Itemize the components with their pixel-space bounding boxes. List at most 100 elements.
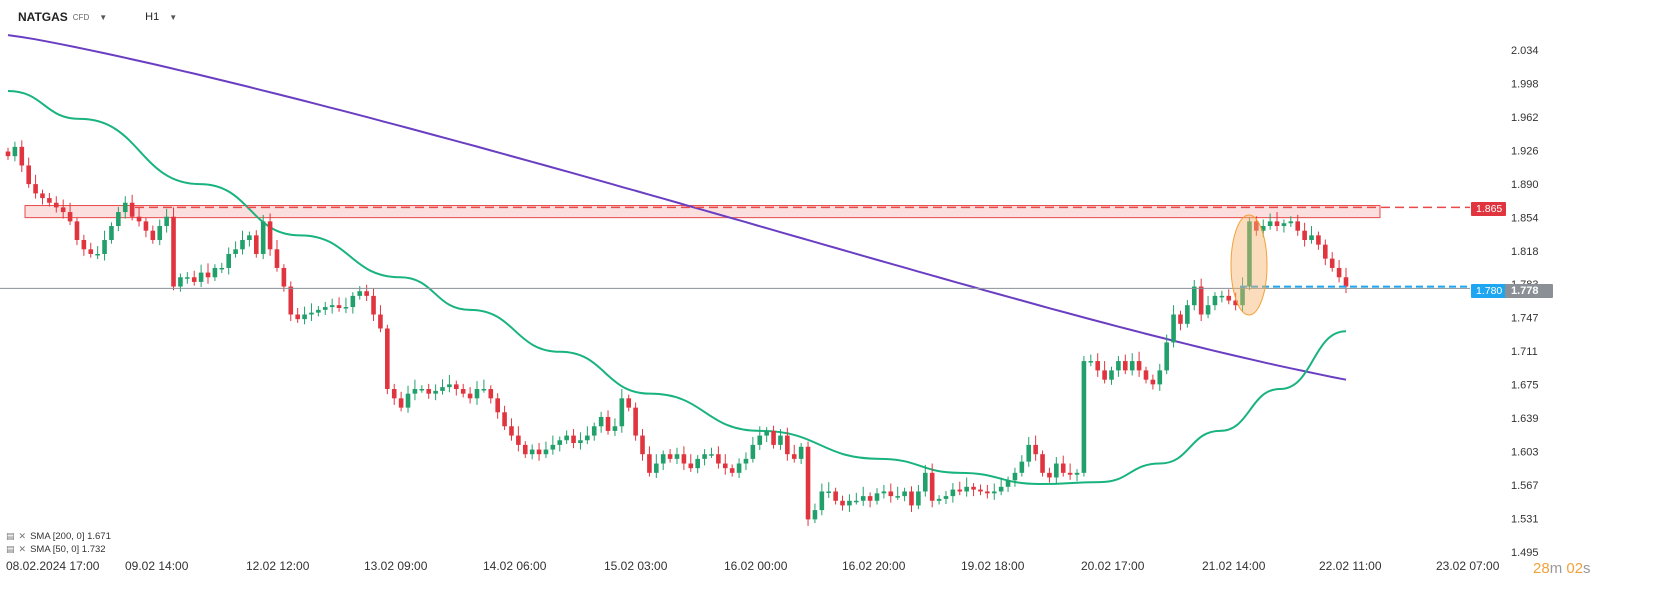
candle-body [1164,342,1169,371]
timeframe-dropdown-icon[interactable]: ▼ [169,12,178,22]
candle-body [1136,361,1142,371]
symbol-dropdown-icon[interactable]: ▼ [99,12,108,22]
candle-body [1247,221,1252,287]
candle-body [922,472,928,492]
candle-body [329,305,335,308]
candle-body [895,496,901,498]
candle-body [1329,258,1335,268]
candle-body [1019,461,1025,473]
candle-body [357,291,363,296]
candle-body [302,314,307,320]
candle-body [412,389,418,394]
instrument-type: CFD [72,12,90,22]
x-axis-tick-label: 20.02 17:00 [1081,559,1145,573]
candle-body [1240,286,1245,306]
candle-body [419,389,425,391]
candle-body [1054,463,1059,478]
indicator-label: SMA [50, 0] 1.732 [30,544,106,555]
x-axis-tick-label: 22.02 11:00 [1319,559,1382,573]
x-axis-tick-label: 23.02 07:00 [1436,559,1500,573]
candle-body [371,295,376,315]
candle-body [1226,295,1232,301]
candle-body [798,446,804,459]
candle-body [433,390,438,394]
candle-body [1191,286,1197,306]
candle-body [1040,454,1045,473]
candle-body [1074,472,1080,475]
candle-body [150,230,156,240]
candle-body [426,389,432,394]
candle-body [1143,370,1149,380]
candle-body [688,463,694,469]
candle-body [529,449,535,455]
y-axis-tick-label: 1.639 [1511,413,1539,425]
candle-body [605,416,611,431]
candle-body [336,305,342,308]
candle-body [881,491,887,494]
candle-body [522,444,528,455]
candle-body [840,500,845,506]
candle-body [1260,226,1266,231]
indicator-sma-200[interactable]: ▤ ✕ SMA [200, 0] 1.671 [6,531,111,542]
candle-body [585,435,590,441]
candle-body [833,491,838,501]
x-axis-tick-label: 16.02 20:00 [842,559,906,573]
candle-body [929,472,935,501]
sma-200-line [7,34,1347,381]
timeframe-selector[interactable]: H1 [145,11,160,23]
candle-body [612,426,618,431]
indicator-close-icon[interactable]: ✕ [18,531,27,541]
candle-body [109,226,114,240]
candle-body [260,221,266,254]
candle-body [1157,370,1163,385]
candle-body [750,444,756,459]
candle-body [1212,295,1218,306]
candle-countdown: 28m 02s [1533,560,1591,577]
x-axis-tick-label: 12.02 12:00 [246,559,310,573]
candle-body [536,449,542,455]
y-axis-tick-label: 1.675 [1511,379,1539,391]
y-axis-tick-label: 1.495 [1511,547,1539,559]
candle-body [495,398,500,413]
candle-body [171,216,176,287]
current-price-label: 1.778 [1505,284,1553,298]
candle-body [543,449,549,455]
indicator-close-icon[interactable]: ✕ [18,544,27,554]
candle-body [660,454,666,464]
candle-body [964,486,969,492]
candle-body [219,267,225,270]
candle-body [205,272,211,278]
candle-body [943,496,949,499]
candle-body [1295,221,1301,231]
y-axis-tick-label: 1.818 [1511,246,1539,258]
indicator-settings-icon[interactable]: ▤ [6,544,15,554]
symbol-name[interactable]: NATGAS [18,10,68,24]
candle-body [874,493,880,501]
candle-body [164,216,169,227]
candle-body [1005,480,1011,487]
candle-body [598,416,604,427]
candle-body [1309,235,1314,240]
candle-body [695,458,700,469]
candle-body [1129,361,1135,371]
candle-body [626,398,632,408]
candle-body [240,239,245,250]
candle-body [778,435,783,445]
candle-body [764,430,769,436]
indicator-sma-50[interactable]: ▤ ✕ SMA [50, 0] 1.732 [6,544,106,555]
candle-body [309,312,314,315]
candle-body [1178,314,1183,324]
candle-body [1336,267,1342,278]
candle-body [288,286,294,315]
candle-body [467,393,473,399]
candle-body [1150,379,1156,385]
candle-body [743,458,749,464]
candle-body [233,249,238,254]
y-axis-tick-label: 1.531 [1511,513,1539,525]
candle-body [1026,444,1032,462]
y-axis-tick-label: 2.034 [1511,45,1539,57]
sma-50-line [7,89,1347,486]
indicator-settings-icon[interactable]: ▤ [6,531,15,541]
x-axis-tick-label: 09.02 14:00 [125,559,189,573]
